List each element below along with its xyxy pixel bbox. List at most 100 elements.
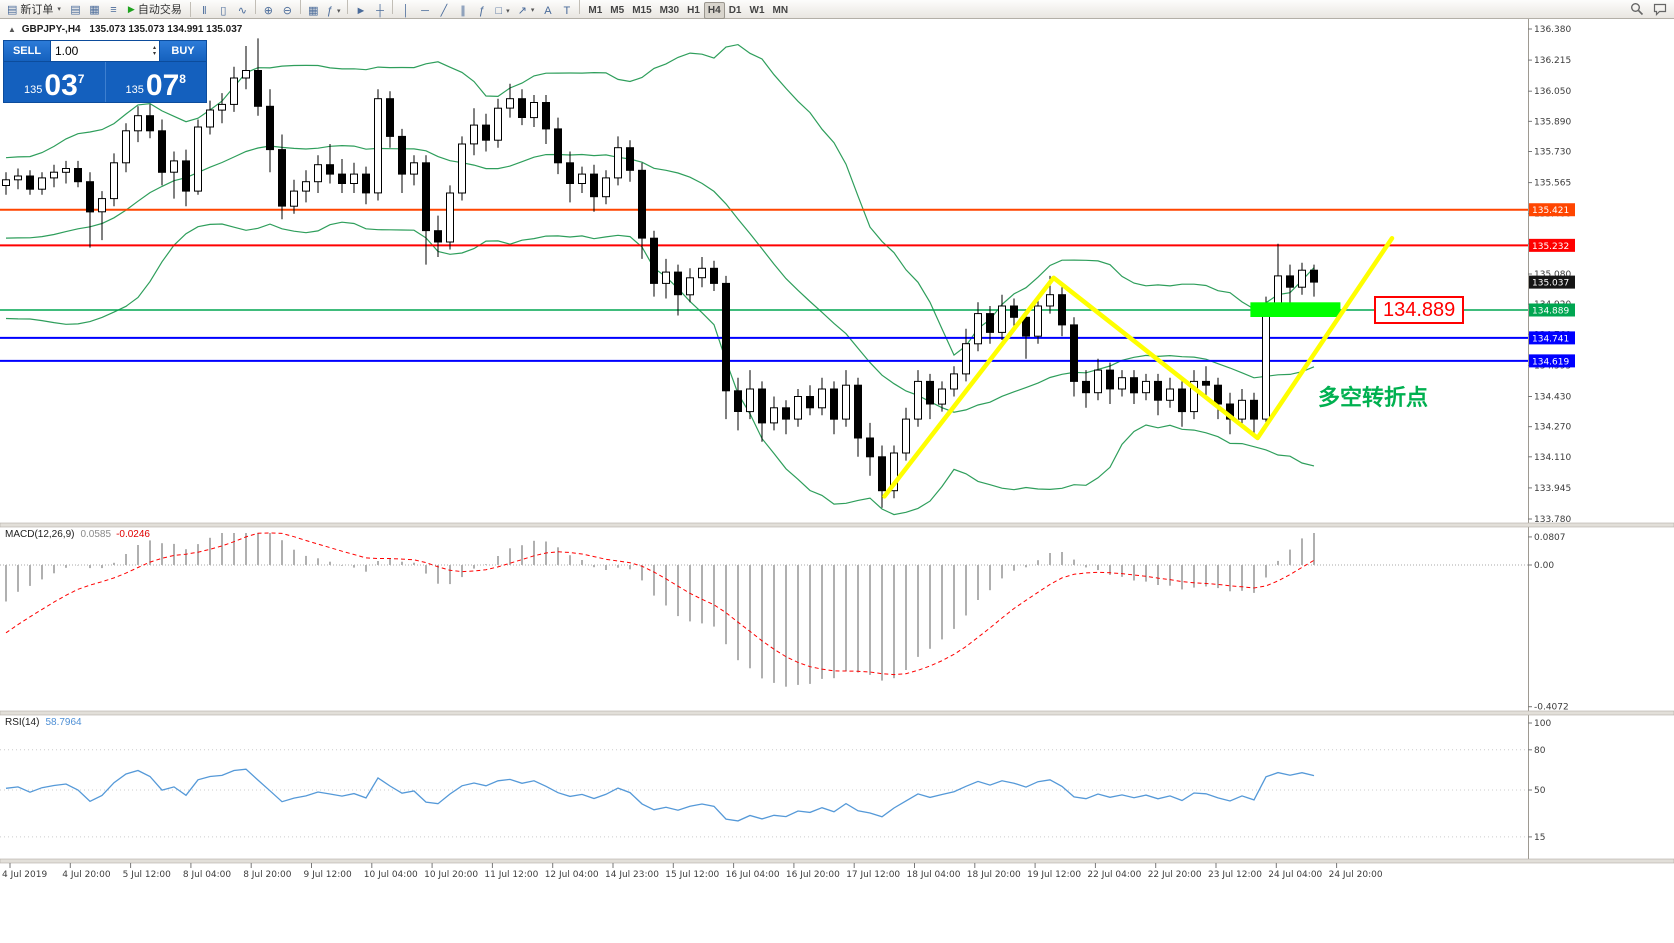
zoom-out-button[interactable]: ⊖	[278, 2, 297, 19]
highlight-zone[interactable]	[1250, 302, 1341, 317]
chat-bubble-icon	[1653, 3, 1667, 16]
svg-text:12 Jul 04:00: 12 Jul 04:00	[545, 870, 599, 880]
bollinger-middle-band	[5, 144, 1315, 413]
svg-text:24 Jul 20:00: 24 Jul 20:00	[1329, 870, 1383, 880]
chevron-down-icon: ▾	[530, 7, 535, 15]
horizontal-line-button[interactable]: ─	[415, 2, 434, 19]
arrows-button[interactable]: ↗ ▾	[514, 2, 539, 19]
equidistant-channel-button[interactable]: ∥	[453, 2, 472, 19]
indicators-button[interactable]: ƒ ▾	[323, 2, 345, 19]
chart-title: ▲ GBPJPY-,H4 135.073 135.073 134.991 135…	[8, 24, 242, 35]
bar-chart-button[interactable]: ‖	[195, 2, 214, 19]
stepper-down-icon[interactable]: ▾	[152, 51, 156, 57]
svg-text:0.0807: 0.0807	[1534, 533, 1566, 543]
sell-price-big: 03	[44, 69, 78, 102]
charts-window-button[interactable]: ▤	[66, 1, 85, 18]
time-axis: 4 Jul 2019 4 Jul 20:00 5 Jul 12:00 8 Jul 04…	[2, 863, 1383, 880]
timeframe-m5-button[interactable]: M5	[606, 2, 628, 19]
svg-text:14 Jul 23:00: 14 Jul 23:00	[605, 870, 659, 880]
chart-window-icon: ▲	[8, 25, 16, 34]
svg-text:10 Jul 04:00: 10 Jul 04:00	[364, 870, 418, 880]
stepper-up-icon[interactable]: ▴	[152, 45, 156, 51]
buy-price-prefix: 135	[125, 84, 144, 96]
price-tag-134.889[interactable]: 134.889	[1529, 303, 1575, 317]
svg-text:5 Jul 12:00: 5 Jul 12:00	[123, 870, 172, 880]
shapes-button[interactable]: □ ▾	[491, 2, 513, 19]
toolbar-separator	[347, 0, 349, 14]
timeframe-d1-button[interactable]: D1	[725, 2, 746, 19]
svg-text:135.565: 135.565	[1534, 179, 1571, 189]
svg-text:10 Jul 20:00: 10 Jul 20:00	[424, 870, 478, 880]
price-axis: 136.380 136.215 136.050 135.890 135.730 135.5…	[1528, 25, 1575, 525]
zigzag-trendline[interactable]	[882, 235, 1395, 499]
text-label-icon: T	[563, 4, 571, 17]
zoom-in-button[interactable]: ⊕	[259, 2, 278, 19]
sell-price-prefix: 135	[24, 84, 43, 96]
volume-stepper[interactable]: ▴ ▾	[153, 45, 159, 57]
cursor-button[interactable]: ►	[351, 2, 370, 19]
price-tag-135.037[interactable]: 135.037	[1529, 275, 1575, 289]
turning-point-annotation: 多空转折点	[1318, 385, 1429, 410]
timeframe-h4-button[interactable]: H4	[703, 1, 725, 19]
timeframe-m15-button[interactable]: M15	[628, 2, 655, 19]
volume-field: ▴▾	[51, 40, 159, 62]
candlestick-chart-button[interactable]: ▯	[214, 2, 233, 19]
svg-text:134.270: 134.270	[1534, 423, 1571, 433]
line-chart-icon: ∿	[237, 4, 247, 17]
main-chart-layer	[0, 38, 1528, 516]
buy-button[interactable]: BUY	[159, 40, 207, 62]
panel-separator[interactable]	[0, 858, 1674, 864]
timeframe-m1-button[interactable]: M1	[584, 2, 606, 19]
trendline-button[interactable]: ╱	[434, 2, 453, 19]
fibonacci-button[interactable]: ƒ	[472, 2, 491, 19]
svg-text:134.619: 134.619	[1532, 357, 1569, 367]
chat-button[interactable]	[1649, 1, 1671, 18]
navigator-button[interactable]: ≡	[104, 1, 123, 18]
market-watch-icon: ▦	[89, 3, 100, 16]
text-icon: A	[544, 4, 552, 17]
chevron-down-icon: ▾	[506, 7, 510, 15]
timeframe-m30-button[interactable]: M30	[656, 2, 683, 19]
tile-windows-button[interactable]: ▦	[304, 2, 323, 19]
candlestick-chart-icon: ▯	[220, 4, 227, 17]
text-label-button[interactable]: T	[557, 2, 576, 19]
candles-layer	[2, 38, 1318, 508]
sell-price[interactable]: 135 03 7	[4, 62, 106, 102]
price-tag-134.619[interactable]: 134.619	[1529, 354, 1575, 368]
text-button[interactable]: A	[538, 2, 557, 19]
panel-separator[interactable]	[0, 710, 1674, 716]
chevron-down-icon: ▾	[336, 7, 341, 15]
autotrading-button[interactable]: ▶ 自动交易	[124, 1, 186, 18]
rsi-title: RSI(14)	[5, 717, 40, 728]
volume-input[interactable]	[51, 44, 153, 58]
sell-button[interactable]: SELL	[3, 40, 51, 62]
svg-text:11 Jul 12:00: 11 Jul 12:00	[484, 870, 538, 880]
new-order-button[interactable]: ▤ 新订单 ▾	[3, 1, 65, 18]
horizontal-line-icon: ─	[421, 4, 429, 17]
macd-main-value: 0.0585	[80, 529, 112, 540]
svg-text:24 Jul 04:00: 24 Jul 04:00	[1268, 870, 1322, 880]
price-tag-135.421[interactable]: 135.421	[1529, 203, 1575, 217]
svg-text:0.00: 0.00	[1534, 561, 1554, 571]
line-chart-button[interactable]: ∿	[233, 2, 252, 19]
new-order-label: 新订单	[20, 4, 54, 16]
vertical-line-button[interactable]: │	[396, 2, 415, 19]
macd-signal-line	[5, 532, 1315, 676]
price-tag-134.741[interactable]: 134.741	[1529, 331, 1575, 345]
timeframe-mn-button[interactable]: MN	[769, 2, 793, 19]
search-button[interactable]	[1626, 1, 1648, 18]
panel-separator[interactable]	[0, 522, 1674, 528]
price-tag-135.232[interactable]: 135.232	[1529, 238, 1575, 252]
svg-text:8 Jul 04:00: 8 Jul 04:00	[183, 870, 232, 880]
market-watch-button[interactable]: ▦	[85, 1, 104, 18]
indicators-icon: ƒ	[326, 4, 333, 17]
trendline-icon: ╱	[440, 4, 448, 17]
ohlc-values: 135.073 135.073 134.991 135.037	[89, 24, 243, 35]
buy-price[interactable]: 135 07 8	[106, 62, 207, 102]
timeframe-h1-button[interactable]: H1	[683, 2, 704, 19]
timeframe-w1-button[interactable]: W1	[746, 2, 769, 19]
svg-text:135.080: 135.080	[1534, 270, 1571, 280]
crosshair-button[interactable]: ┼	[370, 2, 389, 19]
price-callout-label[interactable]: 134.889	[1374, 296, 1465, 324]
